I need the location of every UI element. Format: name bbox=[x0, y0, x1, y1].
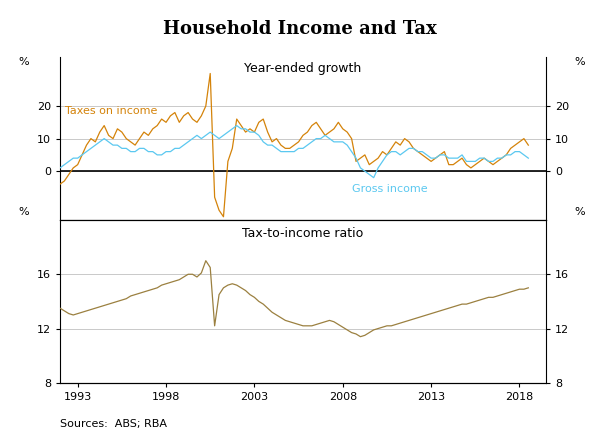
Text: %: % bbox=[575, 207, 586, 217]
Text: Sources:  ABS; RBA: Sources: ABS; RBA bbox=[60, 419, 167, 429]
Text: %: % bbox=[575, 57, 586, 67]
Text: %: % bbox=[18, 57, 29, 67]
Text: Household Income and Tax: Household Income and Tax bbox=[163, 20, 437, 38]
Text: %: % bbox=[18, 207, 29, 217]
Text: Gross income: Gross income bbox=[352, 184, 427, 194]
Text: Taxes on income: Taxes on income bbox=[65, 106, 158, 116]
Text: Year-ended growth: Year-ended growth bbox=[244, 62, 362, 75]
Text: Tax-to-income ratio: Tax-to-income ratio bbox=[242, 227, 364, 239]
